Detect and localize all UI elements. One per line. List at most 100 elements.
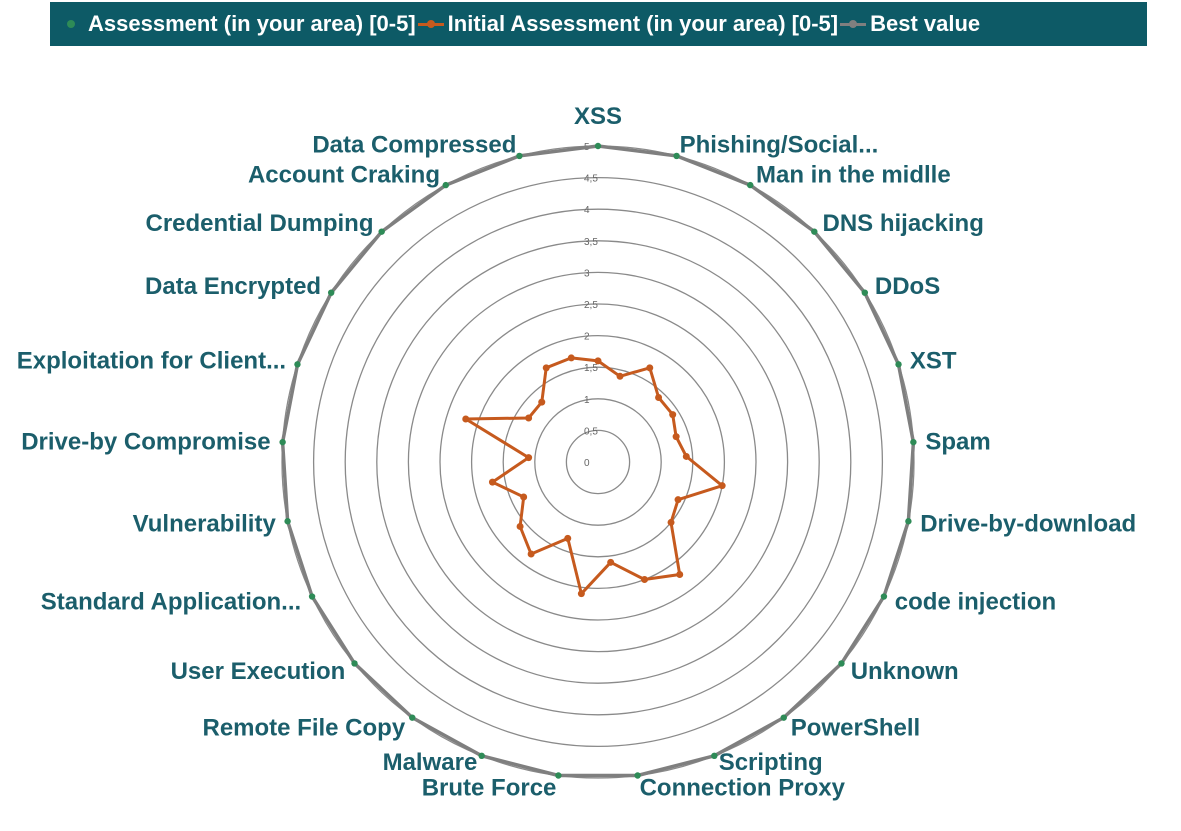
axis-label-8: code injection bbox=[895, 589, 1056, 616]
series-1-point-1 bbox=[673, 152, 680, 160]
chart-legend: Assessment (in your area) [0-5] Initial A… bbox=[50, 2, 1147, 46]
tick-label-4: 2 bbox=[584, 332, 590, 343]
series-0-point-24 bbox=[567, 354, 575, 362]
grid-ring-1 bbox=[565, 429, 631, 495]
axis-label-13: Brute Force bbox=[422, 775, 557, 802]
axis-label-20: Exploitation for Client... bbox=[17, 348, 286, 375]
series-0-point-9 bbox=[667, 518, 675, 526]
series-1-point-21 bbox=[327, 289, 335, 296]
axis-label-23: Account Craking bbox=[248, 162, 440, 189]
series-0-point-15 bbox=[527, 550, 535, 558]
series-0-point-0 bbox=[594, 357, 602, 365]
series-1-point-20 bbox=[294, 361, 301, 368]
series-1-point-8 bbox=[880, 593, 888, 600]
series-0-point-4 bbox=[669, 411, 677, 419]
series-0-point-11 bbox=[641, 576, 649, 584]
axis-label-24: Data Compressed bbox=[312, 131, 516, 158]
series-line-1 bbox=[280, 144, 916, 778]
series-1-point-9 bbox=[838, 660, 845, 667]
grid-ring-6 bbox=[407, 271, 789, 653]
legend-item-2: Best value bbox=[838, 11, 980, 37]
series-1-point-3 bbox=[811, 228, 818, 235]
series-1-point-12 bbox=[634, 772, 641, 779]
series-0-point-10 bbox=[676, 570, 684, 578]
series-0-point-19 bbox=[525, 454, 533, 462]
series-1-point-18 bbox=[284, 518, 291, 525]
grid-ring-9 bbox=[312, 176, 884, 748]
series-1-point-24 bbox=[516, 152, 523, 160]
series-0-point-6 bbox=[682, 452, 690, 460]
series-1-point-13 bbox=[555, 772, 562, 779]
series-0-point-22 bbox=[538, 398, 546, 406]
series-1-point-23 bbox=[442, 181, 449, 189]
series-1-point-2 bbox=[747, 181, 754, 189]
axis-label-11: Scripting bbox=[719, 749, 823, 776]
series-1-point-5 bbox=[895, 361, 902, 368]
axis-label-5: XST bbox=[910, 348, 957, 375]
legend-marker-1 bbox=[416, 17, 446, 31]
series-0-point-8 bbox=[674, 496, 682, 504]
tick-label-7: 3,5 bbox=[584, 237, 598, 248]
series-0-point-1 bbox=[616, 372, 624, 380]
series-0-point-14 bbox=[564, 534, 572, 542]
series-1-point-16 bbox=[351, 660, 358, 667]
series-0-point-20 bbox=[462, 415, 470, 423]
legend-label-1: Initial Assessment (in your area) [0-5] bbox=[447, 11, 839, 36]
axis-label-17: Standard Application... bbox=[41, 589, 301, 616]
grid-ring-2 bbox=[534, 398, 662, 526]
series-1-point-4 bbox=[861, 289, 869, 296]
axis-label-14: Malware bbox=[383, 749, 478, 776]
series-1-point-0 bbox=[594, 142, 602, 150]
axis-label-18: Vulnerability bbox=[133, 511, 277, 538]
grid-ring-8 bbox=[344, 208, 852, 716]
series-1-point-22 bbox=[378, 228, 385, 235]
axis-label-1: Phishing/Social... bbox=[680, 131, 879, 158]
series-0-point-12 bbox=[607, 558, 615, 566]
axis-label-19: Drive-by Compromise bbox=[21, 428, 270, 455]
series-0-point-23 bbox=[542, 364, 550, 372]
axis-label-16: User Execution bbox=[171, 658, 346, 685]
grid-ring-4 bbox=[470, 334, 726, 590]
legend-label-0: Assessment (in your area) [0-5] bbox=[88, 11, 416, 36]
axis-label-21: Data Encrypted bbox=[145, 273, 321, 300]
series-0-point-17 bbox=[520, 493, 528, 501]
axis-label-10: PowerShell bbox=[791, 714, 920, 741]
grid-ring-7 bbox=[376, 240, 820, 684]
series-1-point-6 bbox=[910, 438, 917, 446]
series-0-point-21 bbox=[525, 414, 533, 422]
series-0-point-5 bbox=[672, 433, 680, 441]
series-0-point-13 bbox=[577, 590, 585, 598]
series-1-point-15 bbox=[409, 714, 416, 721]
tick-label-9: 4,5 bbox=[584, 174, 598, 185]
series-0-point-16 bbox=[516, 522, 524, 530]
series-0-point-7 bbox=[718, 482, 726, 490]
legend-item-0: Assessment (in your area) [0-5] bbox=[56, 11, 416, 37]
legend-marker-2 bbox=[838, 17, 868, 31]
axis-label-12: Connection Proxy bbox=[640, 775, 846, 802]
tick-label-2: 1 bbox=[584, 395, 590, 406]
legend-label-2: Best value bbox=[870, 11, 981, 36]
tick-label-6: 3 bbox=[584, 268, 590, 279]
series-0-point-3 bbox=[655, 394, 663, 402]
legend-item-1: Initial Assessment (in your area) [0-5] bbox=[416, 11, 838, 37]
axis-label-15: Remote File Copy bbox=[202, 714, 405, 741]
series-0-point-18 bbox=[488, 478, 496, 486]
series-1-point-7 bbox=[905, 518, 912, 525]
grid-ring-3 bbox=[502, 366, 694, 558]
series-line-0 bbox=[464, 356, 724, 596]
tick-label-3: 1,5 bbox=[584, 363, 598, 374]
axis-label-6: Spam bbox=[925, 428, 990, 455]
axis-label-7: Drive-by-download bbox=[920, 511, 1136, 538]
axis-label-9: Unknown bbox=[851, 658, 959, 685]
grid-ring-5 bbox=[439, 303, 757, 621]
series-1-point-19 bbox=[279, 438, 286, 446]
tick-label-5: 2,5 bbox=[584, 300, 598, 311]
tick-label-8: 4 bbox=[584, 205, 590, 216]
series-0-point-2 bbox=[646, 364, 654, 372]
series-1-point-10 bbox=[780, 714, 787, 721]
tick-label-1: 0,5 bbox=[584, 426, 598, 437]
axis-label-0: XSS bbox=[574, 103, 622, 130]
axis-label-4: DDoS bbox=[875, 273, 940, 300]
legend-marker-0 bbox=[56, 17, 86, 31]
